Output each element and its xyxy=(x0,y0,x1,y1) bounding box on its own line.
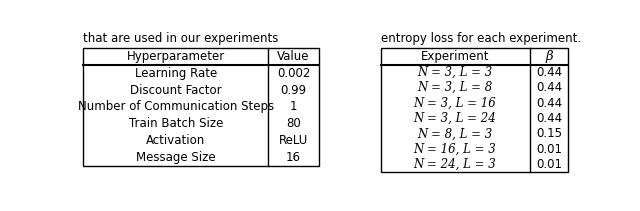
Bar xyxy=(381,48,568,172)
Text: that are used in our experiments: that are used in our experiments xyxy=(83,32,278,45)
Text: Hyperparameter: Hyperparameter xyxy=(127,50,225,63)
Text: 16: 16 xyxy=(286,151,301,164)
Text: N = 16, L = 3: N = 16, L = 3 xyxy=(413,143,497,156)
Text: Learning Rate: Learning Rate xyxy=(134,66,217,80)
Text: N = 8, L = 3: N = 8, L = 3 xyxy=(417,127,493,140)
Text: 0.99: 0.99 xyxy=(280,84,307,96)
Text: N = 3, L = 24: N = 3, L = 24 xyxy=(413,112,497,125)
Text: 0.15: 0.15 xyxy=(536,127,562,140)
Text: N = 24, L = 3: N = 24, L = 3 xyxy=(413,158,497,171)
Text: 0.44: 0.44 xyxy=(536,81,562,94)
Text: ReLU: ReLU xyxy=(279,134,308,147)
Text: N = 3, L = 16: N = 3, L = 16 xyxy=(413,97,497,110)
Text: entropy loss for each experiment.: entropy loss for each experiment. xyxy=(381,32,581,45)
Text: 0.01: 0.01 xyxy=(536,158,562,171)
Text: 1: 1 xyxy=(290,100,297,114)
Text: 0.01: 0.01 xyxy=(536,143,562,156)
Text: 0.44: 0.44 xyxy=(536,97,562,110)
Bar xyxy=(83,48,319,166)
Text: N = 3, L = 3: N = 3, L = 3 xyxy=(417,66,493,79)
Text: Experiment: Experiment xyxy=(421,50,490,63)
Text: 0.44: 0.44 xyxy=(536,66,562,79)
Text: Discount Factor: Discount Factor xyxy=(130,84,221,96)
Text: Number of Communication Steps: Number of Communication Steps xyxy=(77,100,274,114)
Text: Value: Value xyxy=(277,50,310,63)
Text: Activation: Activation xyxy=(146,134,205,147)
Text: 0.44: 0.44 xyxy=(536,112,562,125)
Text: 0.002: 0.002 xyxy=(277,66,310,80)
Text: β: β xyxy=(545,50,553,63)
Text: 80: 80 xyxy=(286,117,301,130)
Text: Message Size: Message Size xyxy=(136,151,216,164)
Text: Train Batch Size: Train Batch Size xyxy=(129,117,223,130)
Text: N = 3, L = 8: N = 3, L = 8 xyxy=(417,81,493,94)
